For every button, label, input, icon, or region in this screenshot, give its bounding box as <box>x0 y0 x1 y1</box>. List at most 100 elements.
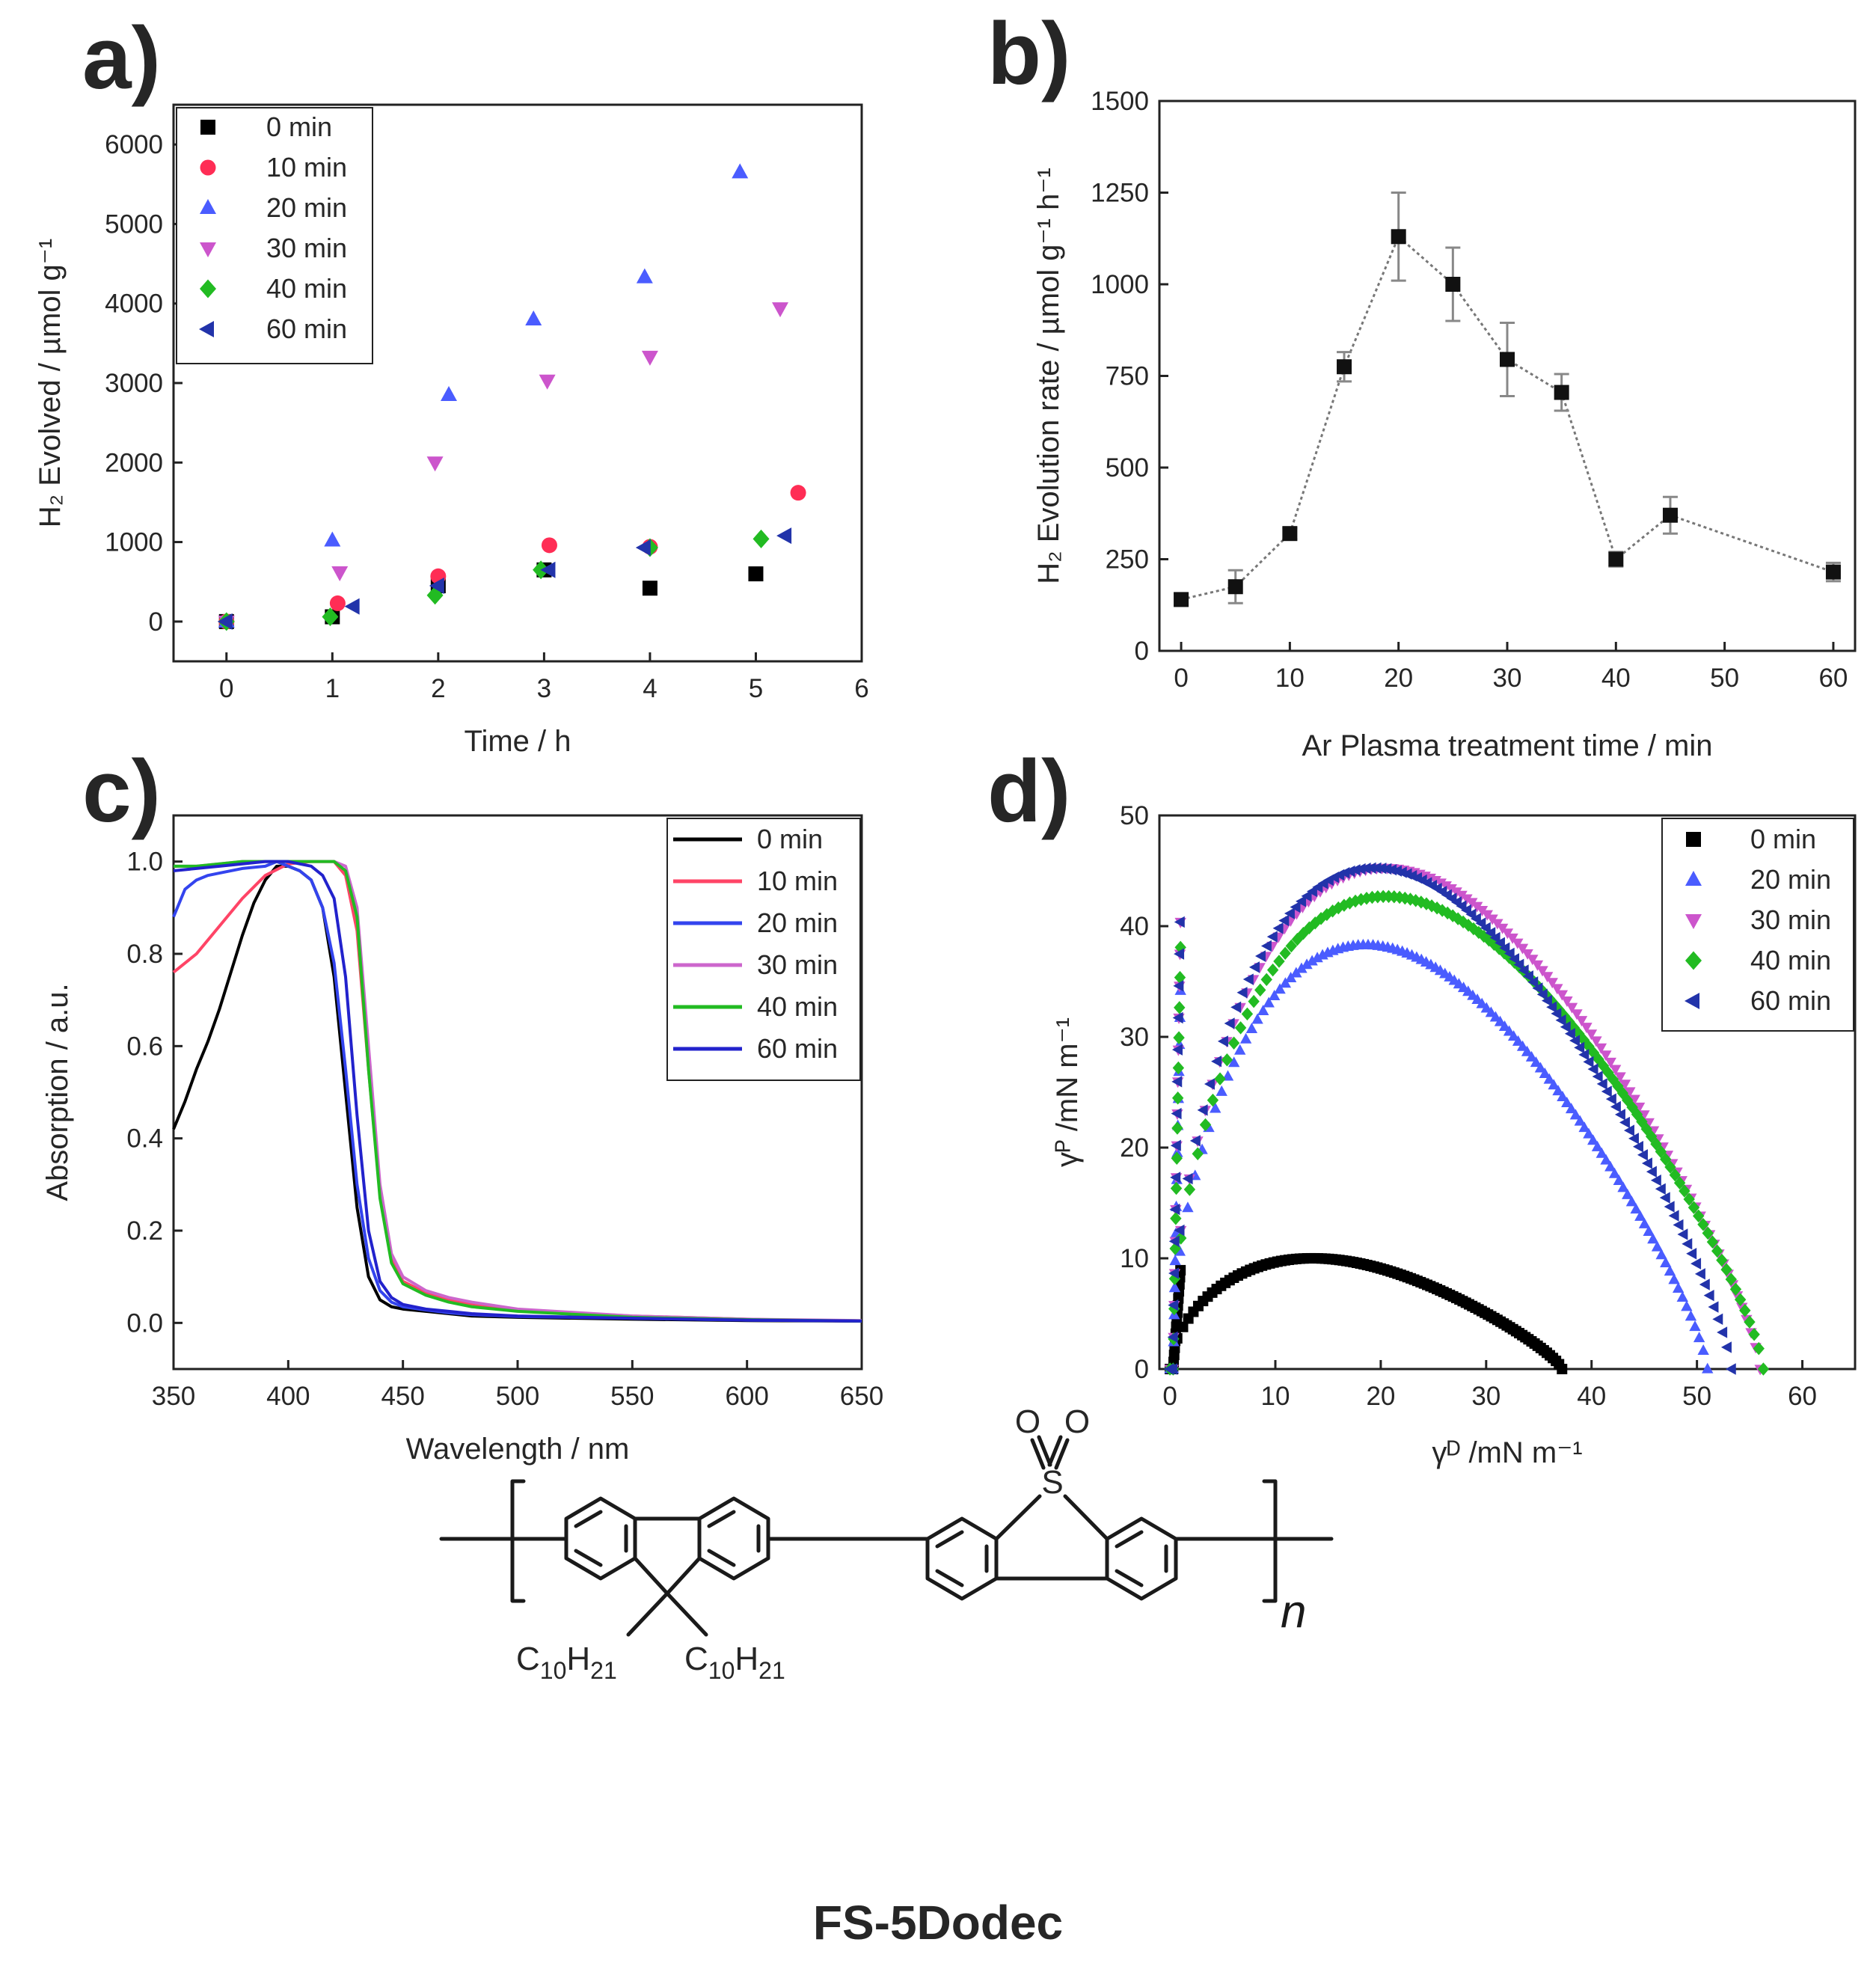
data-point <box>1260 940 1272 952</box>
x-tick-label: 50 <box>1682 1382 1711 1411</box>
data-point <box>1699 1279 1710 1290</box>
data-point <box>1551 1008 1562 1020</box>
y-tick-label: 2000 <box>105 448 163 477</box>
data-point <box>1527 955 1539 966</box>
data-point <box>1532 982 1543 994</box>
x-tick-label: 2 <box>431 674 445 703</box>
data-point <box>1513 958 1524 971</box>
y-tick-label: 250 <box>1106 545 1149 575</box>
data-point <box>1592 1071 1603 1083</box>
data-point <box>1210 1102 1221 1113</box>
alkyl-label-right: C10H21 <box>684 1641 785 1684</box>
data-point <box>1234 1044 1246 1055</box>
x-tick-label: 0 <box>1174 664 1188 693</box>
data-point <box>1170 1172 1181 1183</box>
y-tick-label: 6000 <box>105 130 163 159</box>
y-axis-label: Absorption / a.u. <box>41 983 74 1201</box>
data-point <box>1569 1035 1581 1047</box>
data-point <box>1725 1273 1737 1286</box>
data-point <box>1278 914 1290 927</box>
data-point <box>1480 922 1491 934</box>
data-point <box>1170 1181 1183 1195</box>
data-point <box>1679 1184 1690 1198</box>
data-point <box>1697 1217 1709 1231</box>
data-point <box>1548 1079 1560 1090</box>
x-tick-label: 400 <box>266 1382 310 1411</box>
data-point <box>1646 1166 1657 1178</box>
legend-label: 60 min <box>757 1033 838 1064</box>
legend-label: 60 min <box>266 313 347 344</box>
data-point <box>635 539 651 557</box>
fluorene-five-ring <box>633 1516 702 1596</box>
data-point <box>1688 1201 1700 1214</box>
data-point <box>1483 934 1495 947</box>
data-point <box>1169 1255 1181 1266</box>
x-axis-label: γᴰ /mN m⁻¹ <box>1432 1436 1582 1469</box>
x-axis-label: Wavelength / nm <box>406 1433 630 1466</box>
data-point <box>1566 1002 1578 1014</box>
legend-label: 20 min <box>1750 864 1831 895</box>
data-point <box>1391 229 1406 245</box>
x-tick-label: 6 <box>854 674 868 703</box>
alkyl-left-c: C <box>516 1641 540 1677</box>
data-point <box>1638 1217 1651 1228</box>
x-tick-label: 10 <box>1275 664 1305 693</box>
legend-label: 0 min <box>266 111 332 142</box>
data-point <box>1471 901 1483 913</box>
data-point <box>1686 1248 1697 1260</box>
y-axis-label: H₂ Evolution rate / µmol g⁻¹ h⁻¹ <box>1032 168 1065 584</box>
data-point <box>1461 894 1473 905</box>
x-tick-label: 5 <box>749 674 763 703</box>
data-point <box>1643 1225 1655 1236</box>
data-point <box>1664 1160 1676 1174</box>
y-tick-label: 0.6 <box>126 1032 163 1061</box>
panel-c: 350 400 450 500 550 600 650 0.0 0.2 0.4 0.6 0.8 1.0 c… <box>41 742 883 1466</box>
data-point <box>1234 1021 1247 1035</box>
data-point <box>1613 1175 1625 1186</box>
data-point <box>1431 901 1443 915</box>
plot-frame <box>1158 814 1857 1371</box>
data-point <box>1625 1195 1638 1207</box>
y-tick-label: 0 <box>1135 637 1149 666</box>
data-point <box>1604 1160 1616 1172</box>
data-point <box>1637 1149 1648 1161</box>
data-point <box>1706 1235 1719 1249</box>
data-point <box>1273 955 1285 968</box>
data-point <box>1303 921 1316 935</box>
data-point <box>324 531 341 547</box>
data-point <box>1693 1332 1705 1343</box>
x-tick-label: 4 <box>643 674 657 703</box>
alkyl-label-left: C10H21 <box>516 1641 617 1684</box>
data-point <box>1581 1023 1593 1034</box>
alkyl-left-c-count: 10 <box>540 1657 567 1684</box>
data-point <box>1388 890 1400 904</box>
data-point <box>1628 1094 1640 1106</box>
data-point <box>1512 938 1524 949</box>
legend-label: 0 min <box>757 824 823 854</box>
data-point <box>1673 1176 1686 1189</box>
data-point <box>1254 983 1266 997</box>
data-point <box>1619 1116 1630 1129</box>
data-point <box>1693 1209 1705 1223</box>
data-point <box>1168 1299 1179 1311</box>
data-point <box>1173 1031 1185 1044</box>
data-point <box>1702 1226 1714 1240</box>
alkyl-bonds <box>626 1591 708 1637</box>
data-point <box>1171 1044 1183 1056</box>
data-point <box>1242 973 1254 985</box>
data-point <box>1600 1154 1612 1165</box>
data-point <box>1282 526 1298 542</box>
data-point <box>1591 1140 1604 1151</box>
data-point <box>1753 1341 1765 1356</box>
data-point <box>1716 1253 1728 1267</box>
data-point <box>1543 1073 1555 1084</box>
data-point <box>1541 972 1554 983</box>
data-point <box>1676 1290 1688 1302</box>
data-point <box>1478 929 1490 943</box>
data-point <box>1641 1157 1652 1169</box>
data-point <box>1171 1091 1184 1105</box>
legend-marker <box>200 120 215 135</box>
data-point <box>1227 579 1243 595</box>
y-tick-label: 1000 <box>105 528 163 557</box>
data-point <box>1466 898 1478 909</box>
